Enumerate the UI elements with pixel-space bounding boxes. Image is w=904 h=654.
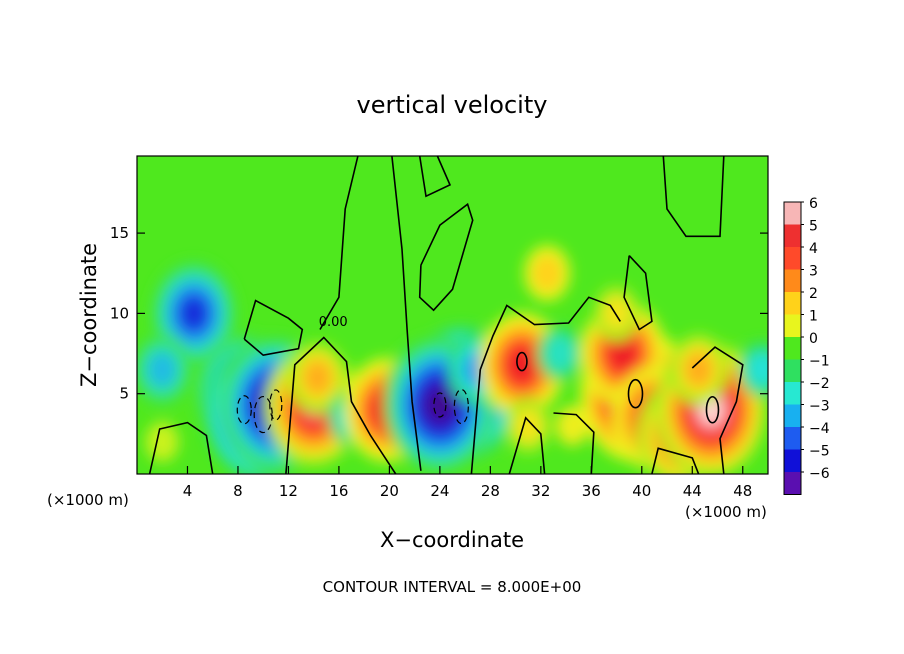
colorbar-swatch-3 (784, 269, 801, 292)
colorbar-label-1: 5 (809, 219, 818, 235)
contour-solid-9 (553, 412, 595, 474)
contour-dashed-2 (269, 389, 283, 421)
colorbar-swatch-0 (784, 202, 801, 225)
field-feature-13-level-5 (508, 348, 536, 381)
x-tick-label-4: 4 (183, 482, 193, 500)
x-unit-right: (×1000 m) (685, 503, 767, 521)
colorbar-swatch-7 (784, 359, 801, 382)
x-tick-label-48: 48 (733, 482, 752, 500)
colorbar-label-9: −3 (809, 399, 830, 415)
colorbar-swatch-2 (784, 247, 801, 270)
contour-solid-6 (418, 156, 452, 198)
colorbar-frame (783, 201, 802, 495)
x-tick-label-12: 12 (279, 482, 298, 500)
field-feature-26-level-2 (746, 351, 768, 388)
x-unit-left: (×1000 m) (47, 491, 129, 509)
y-tick-label-10: 10 (110, 304, 129, 322)
contour-core-1 (705, 395, 720, 424)
field-feature-24-level-3 (684, 352, 713, 387)
colorbar-label-4: 2 (809, 286, 818, 302)
contour-solid-0 (148, 421, 214, 474)
x-tick-label-28: 28 (481, 482, 500, 500)
colorbar-label-12: −6 (809, 466, 830, 482)
plot-frame (136, 155, 769, 475)
x-tick-label-32: 32 (531, 482, 550, 500)
contour-solid-5 (418, 202, 474, 312)
contour-solid-1 (243, 299, 304, 357)
contour-dashed-0 (236, 395, 252, 425)
y-tick-label-5: 5 (119, 385, 129, 403)
field-feature-15-level-2 (545, 335, 575, 372)
negative-contours (236, 388, 469, 434)
x-tick-label-24: 24 (430, 482, 449, 500)
contour-solid-3 (319, 156, 359, 330)
field-feature-16-level-2 (532, 255, 562, 292)
colorbar-swatch-8 (784, 382, 801, 405)
y-axis: 5 10 15 (110, 224, 768, 403)
contour-dashed-1 (253, 395, 273, 434)
contour-dashed-4 (453, 388, 469, 425)
colorbar-swatch-9 (784, 404, 801, 427)
contour-solid-12 (651, 447, 700, 474)
chart-title: vertical velocity (357, 91, 548, 119)
field-feature-23-level-2 (601, 295, 632, 332)
contour-solid-13 (691, 346, 744, 474)
colorbar-swatch-10 (784, 427, 801, 450)
colorbar-label-7: −1 (809, 354, 830, 370)
x-tick-label-44: 44 (683, 482, 702, 500)
field-feature-0-level-5 (180, 297, 207, 330)
x-tick-label-40: 40 (632, 482, 651, 500)
colorbar-label-10: −4 (809, 421, 830, 437)
contour-solid-10 (623, 255, 653, 331)
x-axis: 4 8 12 16 20 24 28 32 36 40 44 48 (183, 466, 752, 500)
colorbar-label-8: −2 (809, 376, 830, 392)
colorbar-label-5: 1 (809, 309, 818, 325)
field-feature-11-level-7 (427, 389, 453, 421)
velocity-field (137, 245, 768, 474)
colorbar-swatch-5 (784, 314, 801, 337)
field-feature-6-level-3 (303, 360, 332, 395)
field-feature-17-level-1 (555, 405, 589, 446)
colorbar-swatch-6 (784, 337, 801, 360)
colorbar-swatch-12 (784, 472, 801, 495)
contour-dashed-3 (433, 392, 447, 418)
colorbar-label-3: 3 (809, 264, 818, 280)
colorbar-label-2: 4 (809, 241, 818, 257)
contour-core-2 (516, 351, 528, 372)
zero-contours (148, 156, 744, 474)
x-tick-label-8: 8 (233, 482, 243, 500)
field-feature-19-level-5 (609, 337, 637, 370)
plot-area: 0.00 (137, 156, 768, 474)
contour-core-0 (627, 378, 644, 409)
colorbar-swatch-1 (784, 224, 801, 247)
x-tick-label-36: 36 (582, 482, 601, 500)
colorbar-label-0: 6 (809, 196, 818, 212)
y-tick-label-15: 15 (110, 224, 129, 242)
y-axis-label: Z−coordinate (77, 243, 101, 387)
x-tick-label-20: 20 (380, 482, 399, 500)
contour-solid-4 (391, 156, 422, 471)
contour-solid-8 (508, 416, 546, 474)
colorbar-swatch-11 (784, 449, 801, 472)
x-tick-label-16: 16 (329, 482, 348, 500)
contour-solid-11 (662, 156, 725, 238)
contour-interval-footer: CONTOUR INTERVAL = 8.000E+00 (323, 578, 582, 596)
colorbar: 6 5 4 3 2 1 0 −1 −2 −3 −4 −5 −6 (783, 196, 830, 495)
colorbar-label-6: 0 (809, 331, 818, 347)
field-feature-14-level-2 (513, 407, 543, 444)
contour-solid-2 (285, 336, 397, 474)
contour-value-label: 0.00 (319, 315, 348, 330)
colorbar-swatch-4 (784, 292, 801, 315)
colorbar-label-11: −5 (809, 444, 830, 460)
field-feature-1-level-3 (148, 352, 177, 387)
contour-solid-7 (470, 296, 621, 474)
x-axis-label: X−coordinate (380, 528, 524, 552)
